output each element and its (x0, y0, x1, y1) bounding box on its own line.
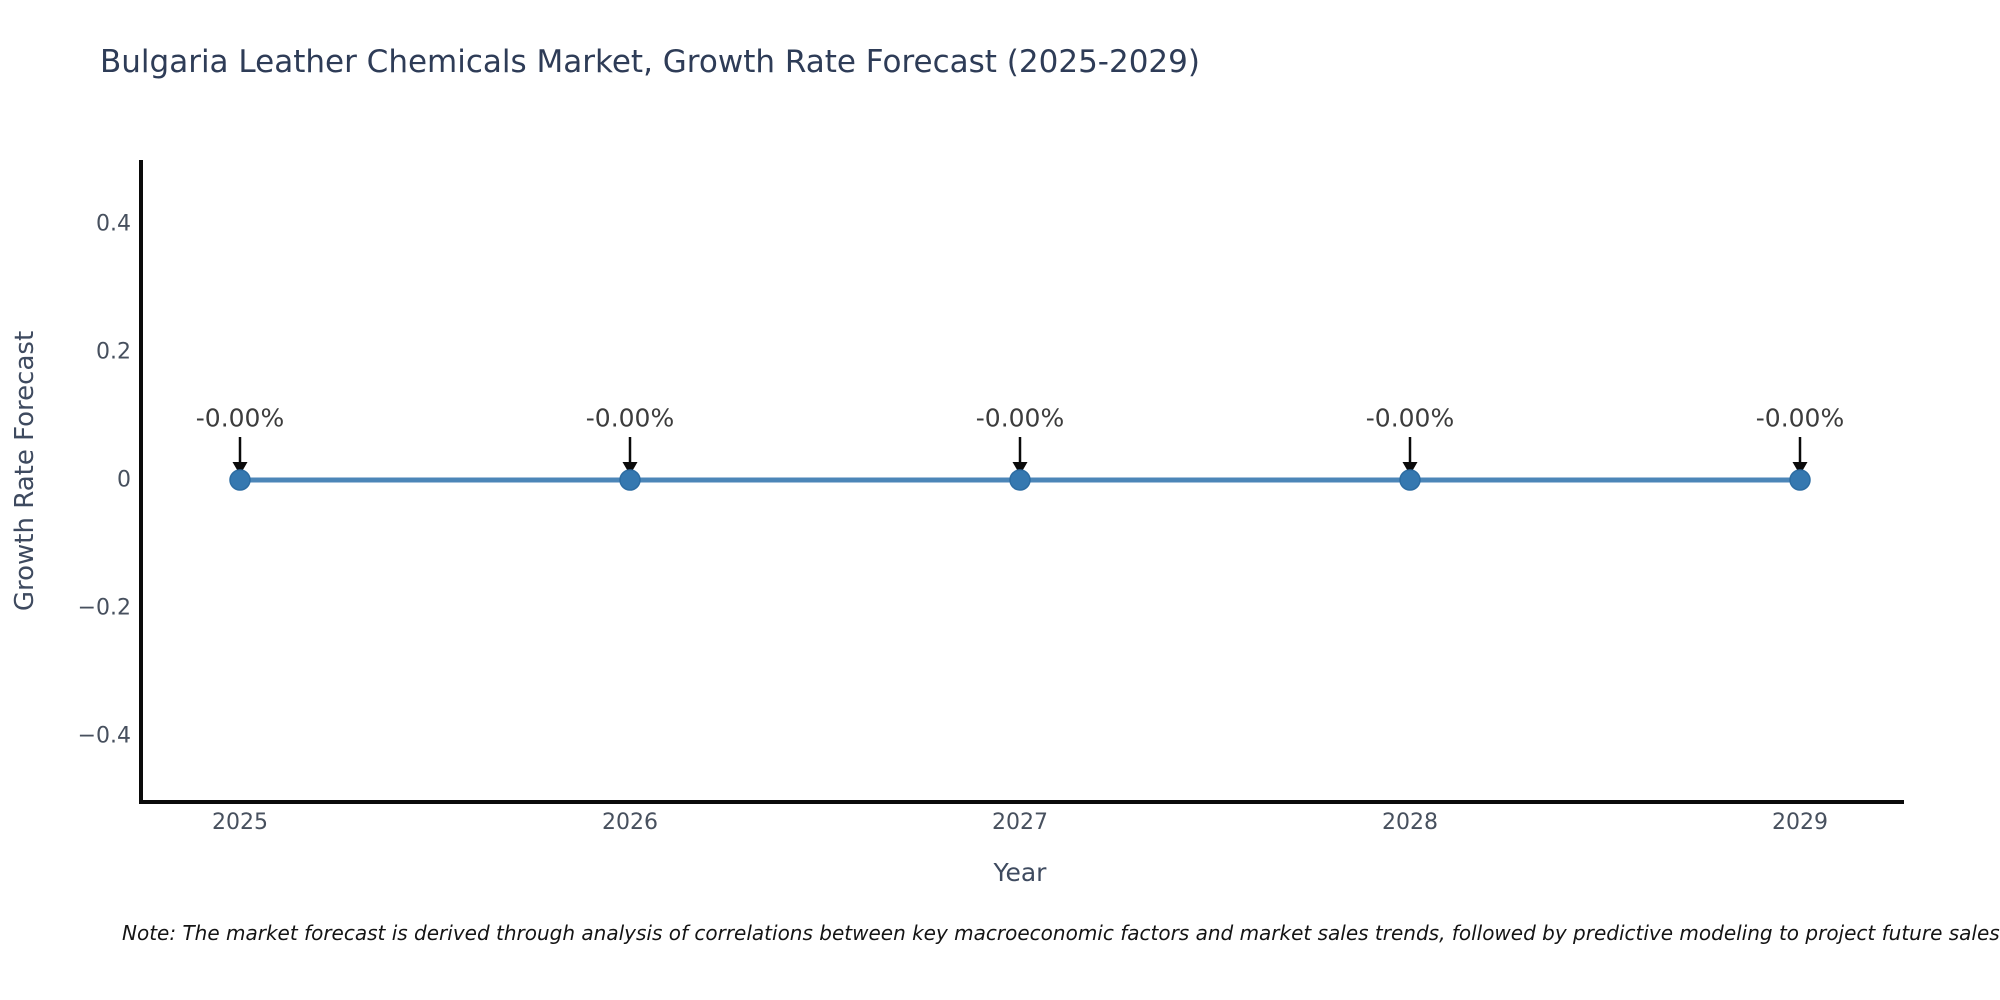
data-point-label: -0.00% (975, 403, 1065, 433)
plot-area (139, 160, 1904, 804)
x-tick-label: 2029 (1772, 810, 1828, 835)
data-point-label: -0.00% (1755, 403, 1845, 433)
y-tick-label: 0.4 (96, 211, 131, 237)
x-tick-label: 2028 (1382, 810, 1438, 835)
x-axis-label: Year (993, 858, 1047, 887)
y-tick-label: −0.4 (77, 723, 131, 749)
x-tick-label: 2025 (212, 810, 268, 835)
x-tick-label: 2027 (992, 810, 1048, 835)
y-tick-label: −0.2 (77, 595, 131, 621)
data-point-label: -0.00% (585, 403, 675, 433)
y-tick-label: 0.2 (96, 339, 131, 365)
data-point-label: -0.00% (195, 403, 285, 433)
note-text: Note: The market forecast is derived thr… (122, 921, 2000, 945)
chart-title: Bulgaria Leather Chemicals Market, Growt… (100, 44, 1200, 80)
y-tick-label: 0 (117, 467, 131, 493)
data-point-label: -0.00% (1365, 403, 1455, 433)
x-tick-label: 2026 (602, 810, 658, 835)
